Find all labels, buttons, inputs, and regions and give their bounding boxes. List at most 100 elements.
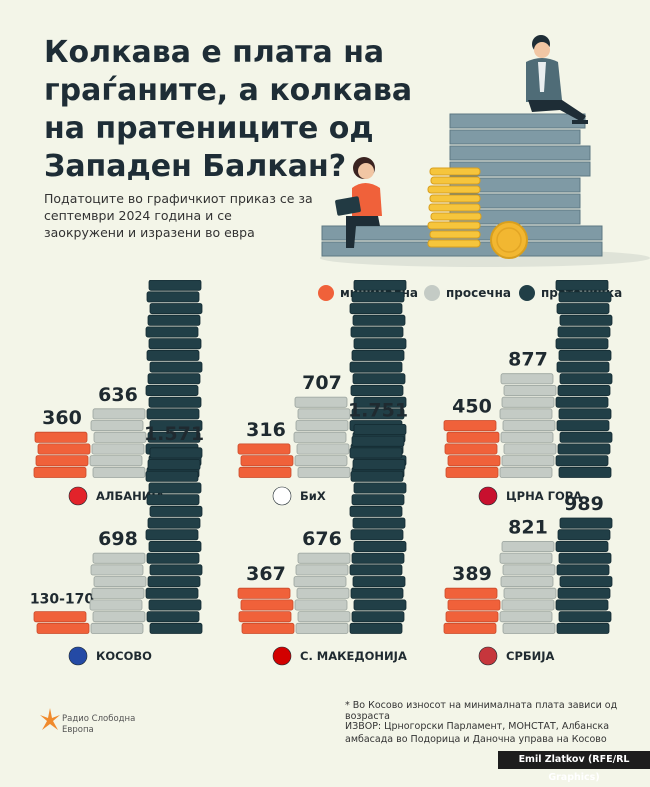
bar-mp-unit <box>146 611 200 623</box>
montenegro-flag-icon <box>478 486 498 506</box>
bar-average-unit <box>293 431 347 443</box>
albania-flag-icon <box>68 486 88 506</box>
rfe-logo: Радио Слободна Европа <box>38 702 148 742</box>
bar-average-unit <box>294 396 348 408</box>
bar-mp-unit <box>148 338 202 350</box>
bih-flag-icon <box>272 486 292 506</box>
bar-minimum-unit <box>447 455 501 467</box>
hero-illustration <box>320 35 650 267</box>
bar-mp-unit <box>558 408 612 420</box>
bar-mp-unit <box>349 622 403 634</box>
bar-average-unit <box>297 408 351 420</box>
legend-swatch-icon <box>318 285 334 301</box>
bar-mp-unit <box>146 408 200 420</box>
bar-average-unit <box>295 622 349 634</box>
bar-mp-unit <box>352 314 406 326</box>
bar-average-unit <box>93 576 147 588</box>
data-label-minimum: 130-170 <box>30 592 95 608</box>
legend-swatch-icon <box>519 285 535 301</box>
country-label: СРБИЈА <box>506 649 555 663</box>
data-label-minimum: 450 <box>452 396 492 418</box>
bar-minimum-unit <box>237 587 291 599</box>
bar-mp-unit <box>558 611 612 623</box>
bar-minimum-unit <box>34 431 88 443</box>
bar-minimum-unit <box>447 599 501 611</box>
bar-minimum-unit <box>445 466 499 478</box>
bar-average-unit <box>90 622 144 634</box>
bar-mp-unit <box>556 564 610 576</box>
north-macedonia-flag-icon <box>272 646 292 666</box>
bar-mp-unit <box>349 505 403 517</box>
data-label-average: 698 <box>98 528 138 550</box>
bar-mp-unit <box>558 466 612 478</box>
bar-average-unit <box>295 420 349 432</box>
bar-mp-unit <box>147 459 201 471</box>
bar-mp-unit <box>351 494 405 506</box>
data-label-average: 676 <box>302 528 342 550</box>
country-label: БиХ <box>300 489 326 503</box>
bar-mp-unit <box>146 291 200 303</box>
bar-mp-unit <box>555 338 609 350</box>
bar-mp-unit <box>147 576 201 588</box>
bar-mp-unit <box>349 564 403 576</box>
bar-average-unit <box>500 373 554 385</box>
bar-mp-unit <box>350 385 404 397</box>
data-label-mp: 1.751 <box>348 399 408 421</box>
bar-mp-unit <box>556 622 610 634</box>
bar-mp-unit <box>353 599 407 611</box>
data-label-average: 821 <box>508 516 548 538</box>
bar-average-unit <box>501 396 555 408</box>
bar-average-unit <box>91 587 145 599</box>
country-label: ЦРНА ГОРА <box>506 489 582 503</box>
subtitle: Податоците во графичкиот приказ се за се… <box>44 191 313 240</box>
bar-minimum-unit <box>446 431 500 443</box>
bar-mp-unit <box>149 361 203 373</box>
bar-mp-unit <box>353 423 407 435</box>
bar-average-unit <box>501 540 555 552</box>
bar-minimum-unit <box>237 443 291 455</box>
bar-minimum-unit <box>443 622 497 634</box>
bar-mp-unit <box>559 314 613 326</box>
data-label-average: 707 <box>302 372 342 394</box>
bar-average-unit <box>294 599 348 611</box>
bar-mp-unit <box>557 443 611 455</box>
bar-mp-unit <box>352 373 406 385</box>
bar-mp-unit <box>558 349 612 361</box>
bar-minimum-unit <box>444 443 498 455</box>
bar-average-unit <box>92 466 146 478</box>
bar-average-unit <box>499 552 553 564</box>
bar-mp-unit <box>146 494 200 506</box>
bar-mp-unit <box>145 470 199 482</box>
bar-mp-unit <box>556 361 610 373</box>
bar-mp-unit <box>557 385 611 397</box>
bar-minimum-unit <box>33 466 87 478</box>
bar-mp-unit <box>149 303 203 315</box>
data-label-minimum: 389 <box>452 563 492 585</box>
bar-mp-unit <box>145 385 199 397</box>
bar-minimum-unit <box>445 611 499 623</box>
bar-average-unit <box>91 443 145 455</box>
bar-minimum-unit <box>444 587 498 599</box>
bar-mp-unit <box>555 396 609 408</box>
bar-mp-unit <box>149 505 203 517</box>
bar-mp-unit <box>349 447 403 459</box>
bar-mp-unit <box>350 529 404 541</box>
bar-mp-unit <box>148 599 202 611</box>
bar-mp-unit <box>146 349 200 361</box>
data-label-minimum: 367 <box>246 563 286 585</box>
bar-average-unit <box>500 576 554 588</box>
bar-mp-unit <box>148 396 202 408</box>
bar-mp-unit <box>350 326 404 338</box>
bar-mp-unit <box>351 349 405 361</box>
bar-mp-unit <box>148 280 202 291</box>
bar-average-unit <box>90 564 144 576</box>
bar-minimum-unit <box>241 622 295 634</box>
man-figure <box>526 35 588 124</box>
bar-average-unit <box>295 564 349 576</box>
bar-mp-unit <box>148 540 202 552</box>
bar-mp-unit <box>351 408 405 420</box>
bar-average-unit <box>297 611 351 623</box>
data-label-average: 877 <box>508 349 548 371</box>
legend-swatch-icon <box>424 285 440 301</box>
bar-mp-unit <box>351 291 405 303</box>
